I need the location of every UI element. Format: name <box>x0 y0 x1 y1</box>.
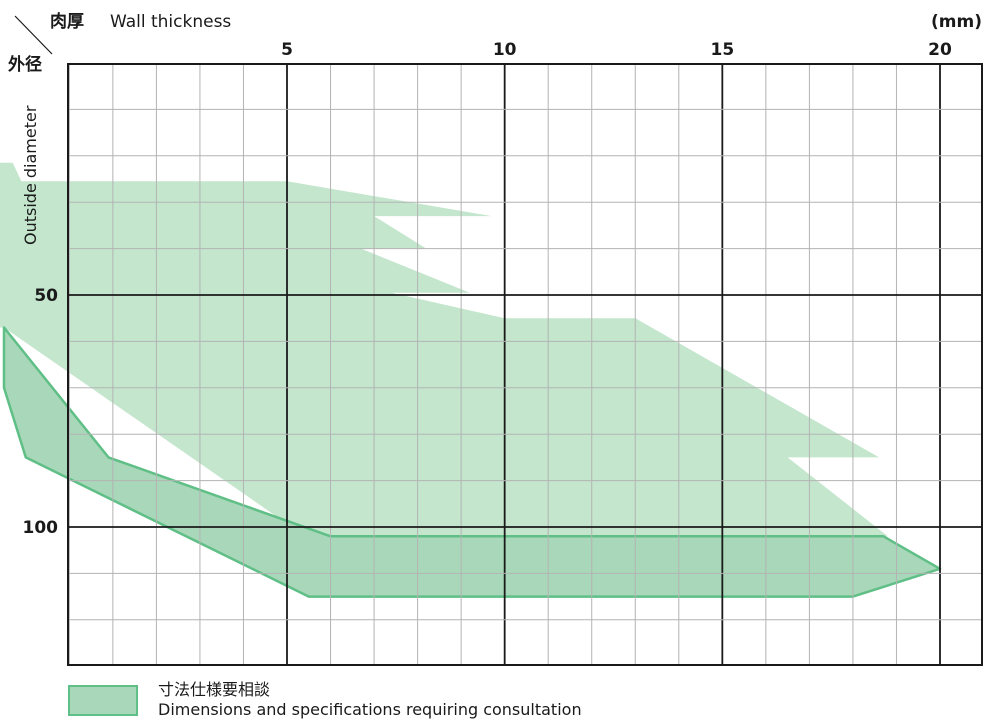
corner-diagonal <box>14 15 53 55</box>
y-tick-label: 50 <box>34 286 58 306</box>
legend-swatch <box>68 685 138 716</box>
legend-label-jp: 寸法仕様要相談 <box>158 680 271 699</box>
legend-label-en: Dimensions and specifications requiring … <box>158 700 582 719</box>
region-standard-range <box>0 162 888 537</box>
plot-frame <box>67 63 983 666</box>
x-tick-labels: 5 10 15 20 <box>281 40 952 60</box>
y-axis-title-jp: 外径 <box>8 54 42 75</box>
x-axis-title-jp: 肉厚 <box>50 11 84 32</box>
chart-grid <box>68 64 982 665</box>
x-tick-label: 5 <box>281 40 293 60</box>
unit-label: (mm) <box>931 12 982 32</box>
x-axis-title-en: Wall thickness <box>110 12 231 32</box>
y-tick-label: 100 <box>23 518 59 538</box>
chart-regions <box>0 162 942 598</box>
y-axis-title-en: Outside diameter <box>21 105 40 245</box>
x-tick-label: 20 <box>928 40 952 60</box>
y-tick-labels: 50 100 <box>23 286 59 538</box>
x-tick-label: 15 <box>710 40 734 60</box>
x-tick-label: 10 <box>493 40 517 60</box>
